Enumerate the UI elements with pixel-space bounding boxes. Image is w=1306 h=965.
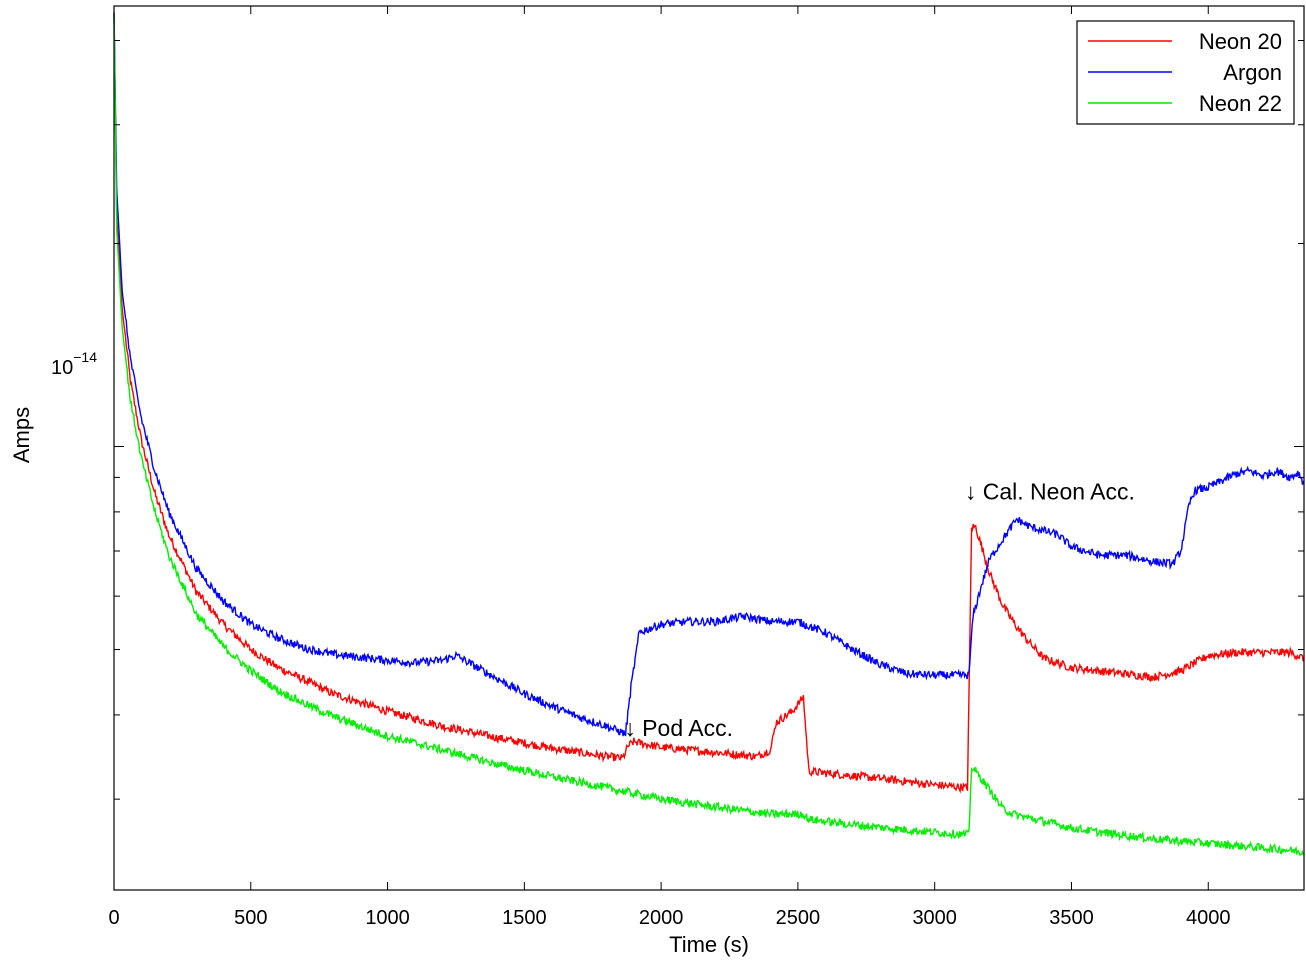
x-tick-label: 4000 [1186, 907, 1231, 929]
plot-frame [113, 5, 1305, 891]
x-tick-label: 1000 [365, 907, 410, 929]
legend: Neon 20 Argon Neon 22 [1076, 20, 1295, 125]
x-tick-label: 1500 [502, 907, 547, 929]
y-tick-label: 10−14 [51, 349, 97, 379]
y-tick-exponent: −14 [73, 349, 97, 365]
x-tick-label: 0 [108, 907, 119, 929]
annotation-label: ↓ Pod Acc. [624, 715, 733, 741]
legend-entry: Argon [1223, 60, 1282, 85]
annotation-label: ↓ Cal. Neon Acc. [965, 478, 1135, 504]
legend-entry: Neon 22 [1199, 91, 1282, 116]
y-axis-label: Amps [9, 407, 34, 463]
x-tick-labels: 0 500 1000 1500 2000 2500 3000 3500 4000 [108, 907, 1230, 929]
y-tick-base: 10 [51, 357, 73, 379]
series-line-0 [113, 12, 1305, 794]
x-tick-label: 500 [234, 907, 267, 929]
annotations-layer: ↓ Pod Acc. ↓ Cal. Neon Acc. [624, 478, 1135, 741]
x-axis-label: Time (s) [669, 932, 749, 957]
series-line-1 [113, 12, 1305, 737]
series-layer [113, 12, 1305, 856]
x-tick-label: 2500 [776, 907, 821, 929]
series-line-2 [113, 12, 1305, 856]
x-tick-label: 3000 [912, 907, 957, 929]
ticks-layer [113, 6, 1304, 890]
legend-entry: Neon 20 [1199, 29, 1282, 54]
x-tick-label: 2000 [639, 907, 684, 929]
x-tick-label: 3500 [1049, 907, 1094, 929]
